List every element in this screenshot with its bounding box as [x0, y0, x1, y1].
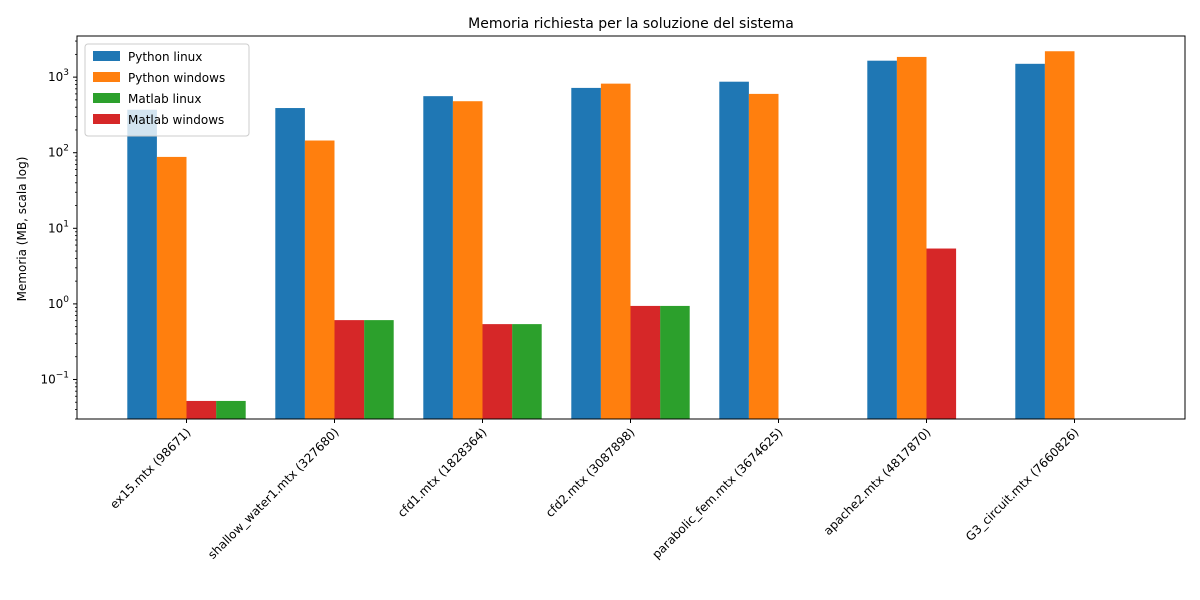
legend-swatch-2 [93, 93, 120, 103]
bar-0-0 [127, 109, 157, 419]
bar-3-3 [630, 305, 661, 419]
bar-3-0 [186, 400, 217, 419]
x-axis-ticks: ex15.mtx (98671) shallow_water1.mtx (3276… [107, 419, 1082, 562]
bar-2-2 [512, 324, 542, 419]
legend-swatch-3 [93, 114, 120, 124]
x-tick-label-2: cfd1.mtx (1828364) [395, 425, 490, 520]
bar-3-2 [482, 324, 513, 419]
bar-3-1 [334, 320, 365, 419]
legend: Python linux Python windows Matlab linux Ma… [84, 43, 250, 137]
bar-0-2 [423, 96, 453, 419]
bar-1-1 [304, 140, 335, 419]
y-tick-label-3: 102 [48, 144, 69, 160]
y-tick-label-2: 101 [48, 219, 69, 235]
bar-0-1 [275, 108, 305, 419]
bar-1-3 [600, 83, 631, 419]
bar-2-1 [364, 320, 394, 419]
legend-swatch-0 [93, 51, 120, 61]
x-tick-label-4: parabolic_fem.mtx (3674625) [649, 425, 785, 561]
bar-1-6 [1044, 51, 1075, 420]
bar-3-5 [926, 248, 957, 419]
chart-title: Memoria richiesta per la soluzione del s… [468, 16, 794, 32]
bar-1-2 [452, 101, 483, 419]
y-tick-label-4: 103 [48, 68, 69, 84]
legend-label-2: Matlab linux [128, 92, 202, 106]
y-axis-label: Memoria (MB, scala log) [15, 157, 29, 302]
bar-0-4 [719, 81, 749, 419]
x-tick-label-6: G3_circuit.mtx (7660826) [963, 425, 1082, 544]
bar-1-0 [156, 156, 187, 419]
bar-1-5 [896, 56, 927, 420]
bar-2-0 [216, 400, 246, 419]
legend-box [84, 43, 250, 137]
bar-0-5 [867, 60, 897, 419]
plot-frame [76, 35, 1186, 420]
bar-2-3 [660, 305, 690, 419]
legend-swatch-1 [93, 72, 120, 82]
y-axis-ticks: 10−1 100 101 102 103 [40, 40, 77, 420]
bars [127, 51, 1075, 420]
legend-label-0: Python linux [128, 50, 202, 64]
y-tick-label-0: 10−1 [40, 370, 69, 386]
y-tick-label-1: 100 [48, 295, 69, 311]
bar-1-4 [748, 93, 779, 419]
legend-label-1: Python windows [128, 71, 225, 85]
x-tick-label-0: ex15.mtx (98671) [107, 425, 193, 511]
x-tick-label-5: apache2.mtx (4817870) [821, 425, 934, 538]
x-tick-label-3: cfd2.mtx (3087898) [543, 425, 638, 520]
legend-label-3: Matlab windows [128, 113, 224, 127]
bar-0-6 [1015, 63, 1045, 420]
bar-0-3 [571, 87, 601, 419]
x-tick-label-1: shallow_water1.mtx (327680) [205, 425, 342, 562]
